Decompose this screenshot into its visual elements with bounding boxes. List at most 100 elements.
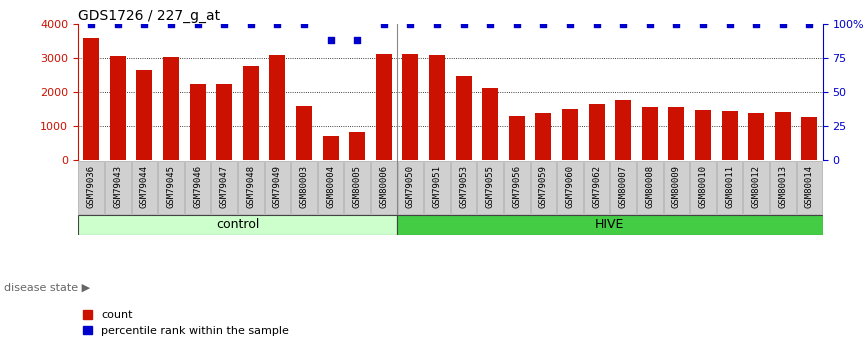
Point — [191, 21, 204, 27]
Text: GSM79045: GSM79045 — [166, 165, 176, 208]
Point — [617, 21, 630, 27]
Text: GSM79044: GSM79044 — [140, 165, 149, 208]
Point — [244, 21, 258, 27]
FancyBboxPatch shape — [424, 161, 449, 214]
Point — [563, 21, 577, 27]
Point — [483, 21, 497, 27]
Point — [510, 21, 524, 27]
Bar — [349, 132, 365, 160]
Text: GSM80010: GSM80010 — [699, 165, 708, 208]
Point — [776, 21, 790, 27]
Text: GSM80005: GSM80005 — [352, 165, 362, 208]
Point — [164, 21, 178, 27]
Bar — [456, 76, 472, 160]
FancyBboxPatch shape — [451, 161, 476, 214]
FancyBboxPatch shape — [690, 161, 716, 214]
Bar — [242, 66, 259, 160]
Text: GSM79062: GSM79062 — [592, 165, 601, 208]
Bar — [323, 136, 339, 160]
FancyBboxPatch shape — [557, 161, 583, 214]
Point — [590, 21, 604, 27]
Text: GSM79056: GSM79056 — [513, 165, 521, 208]
Text: GSM80004: GSM80004 — [326, 165, 335, 208]
Bar — [403, 55, 418, 160]
Point — [803, 21, 817, 27]
Point — [456, 21, 470, 27]
Bar — [110, 57, 126, 160]
Point — [111, 21, 125, 27]
FancyBboxPatch shape — [397, 161, 423, 214]
FancyBboxPatch shape — [663, 161, 689, 214]
Point — [643, 21, 656, 27]
FancyBboxPatch shape — [184, 161, 210, 214]
FancyBboxPatch shape — [158, 161, 184, 214]
Bar — [482, 88, 498, 160]
FancyBboxPatch shape — [477, 161, 503, 214]
Bar — [429, 56, 445, 160]
FancyBboxPatch shape — [105, 161, 131, 214]
Point — [297, 21, 311, 27]
Bar — [190, 85, 205, 160]
Point — [696, 21, 710, 27]
Point — [217, 21, 231, 27]
Bar — [216, 84, 232, 160]
Bar — [269, 55, 286, 160]
Bar — [775, 112, 791, 160]
Text: GSM80007: GSM80007 — [618, 165, 628, 208]
Text: GSM79053: GSM79053 — [459, 165, 469, 208]
Point — [138, 21, 152, 27]
FancyBboxPatch shape — [584, 161, 610, 214]
Point — [430, 21, 444, 27]
Text: GSM79059: GSM79059 — [539, 165, 548, 208]
FancyBboxPatch shape — [797, 161, 822, 214]
Bar — [669, 107, 684, 160]
FancyBboxPatch shape — [717, 161, 742, 214]
Point — [84, 21, 98, 27]
FancyBboxPatch shape — [770, 161, 796, 214]
Text: GSM79050: GSM79050 — [406, 165, 415, 208]
FancyBboxPatch shape — [132, 161, 158, 214]
Point — [669, 21, 683, 27]
Point — [270, 21, 284, 27]
Point — [722, 21, 736, 27]
Bar — [801, 117, 818, 160]
Point — [536, 21, 551, 27]
Text: disease state ▶: disease state ▶ — [4, 283, 90, 293]
Text: GSM80006: GSM80006 — [379, 165, 388, 208]
FancyBboxPatch shape — [531, 161, 556, 214]
FancyBboxPatch shape — [291, 161, 317, 214]
Bar — [642, 107, 658, 160]
Text: GSM79036: GSM79036 — [87, 165, 96, 208]
Text: GSM80003: GSM80003 — [300, 165, 308, 208]
Text: GSM79049: GSM79049 — [273, 165, 282, 208]
Bar — [615, 100, 631, 160]
Text: GSM80009: GSM80009 — [672, 165, 681, 208]
FancyBboxPatch shape — [211, 161, 237, 214]
Text: GSM79051: GSM79051 — [432, 165, 442, 208]
FancyBboxPatch shape — [345, 161, 370, 214]
Legend: count, percentile rank within the sample: count, percentile rank within the sample — [83, 310, 289, 336]
FancyBboxPatch shape — [397, 215, 823, 235]
Bar — [695, 110, 711, 160]
Text: GSM80013: GSM80013 — [779, 165, 787, 208]
Point — [324, 38, 338, 43]
Text: control: control — [216, 218, 259, 231]
FancyBboxPatch shape — [318, 161, 344, 214]
Point — [749, 21, 763, 27]
FancyBboxPatch shape — [637, 161, 662, 214]
Bar — [83, 38, 100, 160]
Bar — [163, 57, 179, 160]
Point — [404, 21, 417, 27]
FancyBboxPatch shape — [743, 161, 769, 214]
FancyBboxPatch shape — [78, 215, 397, 235]
Text: GSM79047: GSM79047 — [220, 165, 229, 208]
FancyBboxPatch shape — [611, 161, 636, 214]
Point — [350, 38, 364, 43]
Bar — [296, 106, 312, 160]
Text: GSM79060: GSM79060 — [565, 165, 574, 208]
Bar — [137, 70, 152, 160]
Text: GSM80011: GSM80011 — [725, 165, 734, 208]
Text: GSM80012: GSM80012 — [752, 165, 760, 208]
FancyBboxPatch shape — [79, 161, 104, 214]
FancyBboxPatch shape — [238, 161, 263, 214]
